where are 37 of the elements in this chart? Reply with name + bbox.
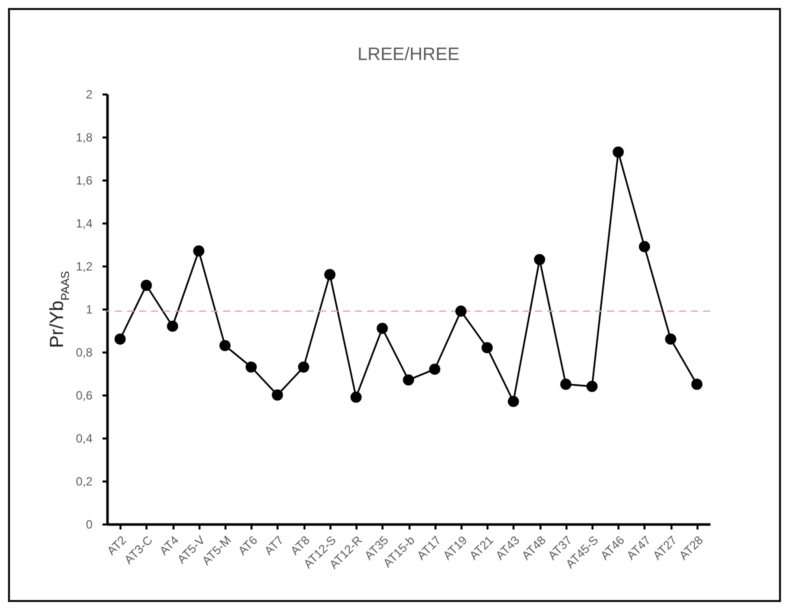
point [560,378,572,390]
point [272,389,284,401]
point [246,361,257,373]
point [586,380,598,392]
point [534,254,546,266]
point [219,340,231,352]
x-tick-label: AT7 [262,532,287,558]
point [402,374,414,386]
y-tick-label: 1,2 [76,260,93,274]
x-tick-label: AT6 [235,532,260,558]
y-tick-label: 0,2 [76,474,93,488]
point [455,306,467,317]
point [298,361,310,373]
y-tick-label: 0,4 [76,432,93,446]
point [508,396,519,408]
y-tick-label: 1,8 [76,130,93,144]
y-tick-label: 2 [86,88,93,102]
point [193,245,204,257]
point [665,334,676,345]
chart-title: LREE/HREE [357,44,460,64]
y-tick-label: 0,6 [76,388,93,402]
y-tick-label: 1,4 [76,216,93,230]
point [114,334,126,345]
point [140,280,152,291]
y-tick-label: 1,6 [76,174,93,188]
point [350,392,362,403]
point [691,378,702,390]
point [324,269,336,280]
point [638,241,650,252]
y-tick-label: 1 [86,302,93,316]
point [612,146,624,158]
y-tick-label: 0 [86,518,93,532]
point [482,342,493,354]
point [429,364,440,375]
point [166,320,178,332]
point [376,322,388,334]
y-tick-label: 0,8 [76,346,93,360]
